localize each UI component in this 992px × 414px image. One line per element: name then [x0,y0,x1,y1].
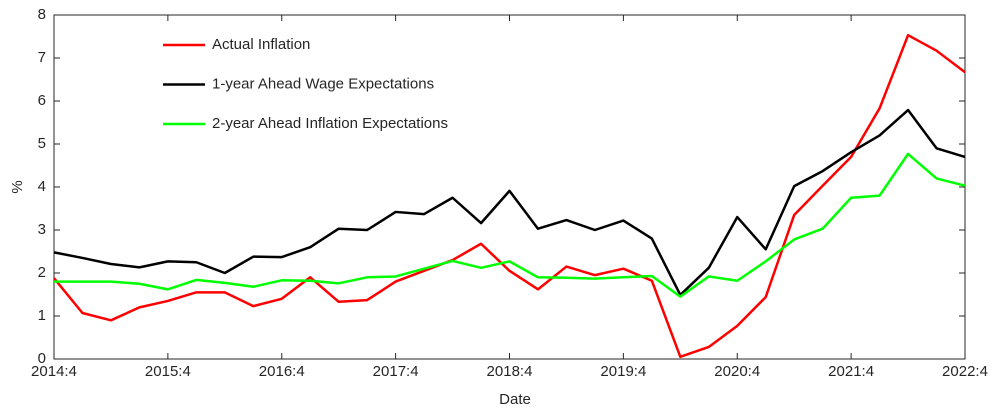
data-line [53,108,966,297]
plot-frame [53,14,966,360]
y-tick-label: 4 [38,178,46,195]
x-tick-label: 2021:4 [828,363,874,380]
data-line [53,33,966,359]
legend-label: Actual Inflation [212,36,310,53]
x-tick-label: 2017:4 [373,363,419,380]
y-axis-label: % [9,180,26,193]
x-tick-label: 2020:4 [714,363,760,380]
legend-label: 2-year Ahead Inflation Expectations [212,115,448,132]
x-tick-label: 2014:4 [31,363,77,380]
x-tick-label: 2018:4 [487,363,533,380]
y-tick-label: 8 [38,6,46,23]
y-tick-label: 7 [38,49,46,66]
y-tick-label: 5 [38,135,46,152]
y-tick-label: 0 [38,350,46,367]
y-tick-label: 6 [38,92,46,109]
y-tick-label: 2 [38,264,46,281]
x-tick-label: 2019:4 [600,363,646,380]
y-tick-label: 1 [38,307,46,324]
x-tick-label: 2015:4 [145,363,191,380]
legend-label: 1-year Ahead Wage Expectations [212,75,434,92]
data-line [54,152,966,298]
y-tick-label: 3 [38,221,46,238]
x-tick-label: 2016:4 [259,363,305,380]
x-axis-label: Date [499,391,531,408]
x-tick-label: 2022:4 [942,363,988,380]
